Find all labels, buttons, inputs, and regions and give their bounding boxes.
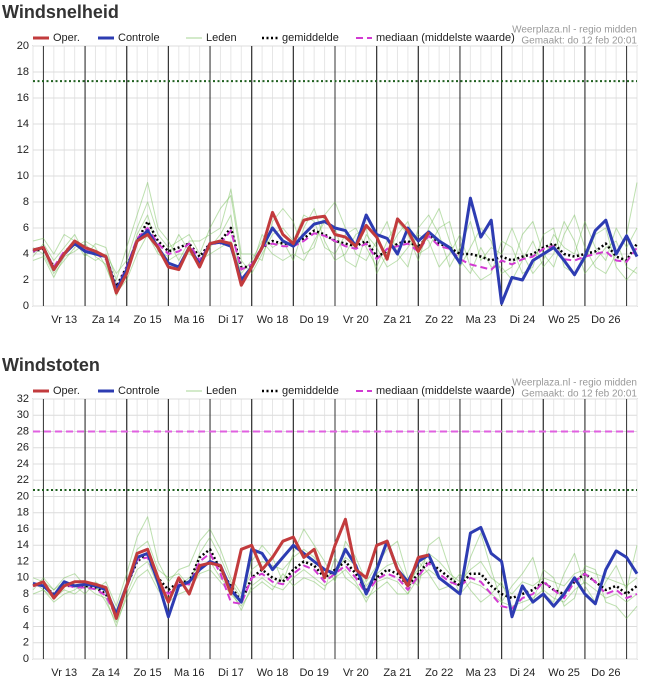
legend-label: mediaan (middelste waarde) [376,385,515,397]
y-tick-label: 0 [23,653,29,665]
y-tick-label: 30 [17,409,29,421]
y-tick-label: 4 [23,620,29,632]
x-tick-label: Di 17 [218,314,244,326]
x-tick-label: Vr 13 [51,667,77,679]
x-tick-label: Ma 16 [174,667,205,679]
x-tick-label: Za 14 [92,667,120,679]
y-tick-label: 8 [23,588,29,600]
x-tick-label: Wo 18 [257,314,289,326]
y-tick-label: 28 [17,425,29,437]
y-tick-label: 2 [23,637,29,649]
legend-label: Controle [118,385,160,397]
x-tick-label: Zo 22 [425,667,453,679]
series-line [32,561,638,627]
x-tick-label: Do 26 [591,314,620,326]
x-tick-label: Za 21 [383,314,411,326]
y-tick-label: 18 [17,507,29,519]
x-tick-label: Do 26 [591,667,620,679]
y-tick-label: 10 [17,572,29,584]
series-line [32,182,638,274]
series-line [32,548,638,616]
x-tick-label: Ma 16 [174,314,205,326]
legend-label: Leden [206,32,237,44]
y-tick-label: 20 [17,490,29,502]
series-line [32,210,431,295]
y-tick-label: 18 [17,66,29,78]
y-tick-label: 6 [23,604,29,616]
legend-label: Oper. [53,32,80,44]
y-tick-label: 0 [23,300,29,312]
x-tick-label: Zo 15 [133,667,161,679]
legend-label: Leden [206,385,237,397]
series-line [32,517,430,620]
x-tick-label: Wo 25 [548,314,580,326]
y-tick-label: 20 [17,40,29,52]
y-tick-label: 16 [17,92,29,104]
y-tick-label: 14 [17,539,29,551]
y-tick-label: 6 [23,222,29,234]
y-tick-label: 2 [23,274,29,286]
x-tick-label: Di 24 [510,314,536,326]
x-tick-label: Di 17 [218,667,244,679]
chart-group: Windstoten Weerplaza.nl - regio middenGem… [2,355,639,679]
y-tick-label: 14 [17,118,29,130]
y-tick-label: 8 [23,196,29,208]
y-tick-label: 10 [17,170,29,182]
chart-title: Windsnelheid [2,2,119,22]
series-line [32,556,638,623]
x-tick-label: Vr 20 [343,667,369,679]
x-tick-label: Vr 13 [51,314,77,326]
x-tick-label: Zo 22 [425,314,453,326]
y-tick-label: 12 [17,555,29,567]
y-tick-label: 4 [23,248,29,260]
series-line [32,516,638,607]
x-tick-label: Za 14 [92,314,120,326]
x-tick-label: Wo 25 [548,667,580,679]
x-tick-label: Do 19 [299,314,328,326]
x-tick-label: Vr 20 [343,314,369,326]
y-tick-label: 22 [17,474,29,486]
y-tick-label: 24 [17,458,29,470]
chart-group: Windsnelheid Weerplaza.nl - regio middenG… [2,2,639,326]
source-label: Weerplaza.nl - regio midden [512,25,637,36]
y-tick-label: 16 [17,523,29,535]
x-tick-label: Do 19 [299,667,328,679]
x-tick-label: Di 24 [510,667,536,679]
x-tick-label: Wo 18 [257,667,289,679]
legend-label: Oper. [53,385,80,397]
legend-label: gemiddelde [282,32,339,44]
y-tick-label: 32 [17,393,29,405]
source-label: Weerplaza.nl - regio midden [512,378,637,389]
chart-title: Windstoten [2,355,100,375]
created-label: Gemaakt: do 12 feb 20:01 [521,36,637,47]
legend-label: mediaan (middelste waarde) [376,32,515,44]
series-line [32,182,638,281]
x-tick-label: Ma 23 [466,667,497,679]
y-tick-label: 12 [17,144,29,156]
legend-label: Controle [118,32,160,44]
x-tick-label: Ma 23 [466,314,497,326]
x-tick-label: Za 21 [383,667,411,679]
x-tick-label: Zo 15 [133,314,161,326]
created-label: Gemaakt: do 12 feb 20:01 [521,389,637,400]
legend-label: gemiddelde [282,385,339,397]
y-tick-label: 26 [17,442,29,454]
